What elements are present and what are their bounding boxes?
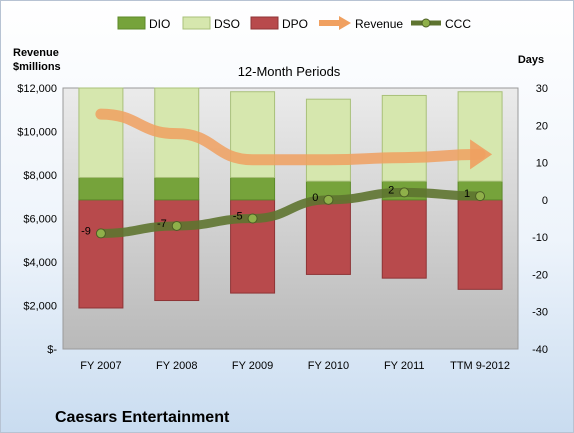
revenue-line (95, 108, 486, 166)
ccc-point (323, 194, 334, 205)
bar-dso (381, 94, 427, 182)
ccc-point (95, 228, 106, 239)
bar-dpo (78, 199, 124, 309)
category-label: TTM 9-2012 (450, 360, 510, 372)
category-label: FY 2011 (384, 360, 425, 372)
right-tick-label: 10 (536, 158, 548, 170)
bar-dio (230, 176, 276, 201)
ccc-series: -9 -7 -5 0 2 1 (81, 184, 486, 239)
left-axis: $- $2,000 $4,000 $6,000 $8,000 $10,000 $12,000 (17, 83, 57, 356)
ccc-point (171, 220, 182, 231)
bar-dpo (381, 199, 427, 279)
legend-label-ccc: CCC (445, 17, 471, 31)
left-axis-title-line2: $millions (13, 61, 61, 73)
legend-arrowhead-revenue (339, 16, 351, 30)
legend-marker-ccc (421, 18, 431, 28)
right-tick-label: 20 (536, 120, 548, 132)
legend-swatch-dso (182, 16, 211, 30)
right-axis: -40 -30 -20 -10 0 10 20 30 (532, 83, 548, 356)
revenue-series (95, 108, 493, 170)
category-label: FY 2010 (308, 360, 349, 372)
legend: DIO DSO DPO Revenue CCC (117, 16, 471, 31)
ccc-data-label: 0 (312, 192, 318, 204)
legend-item-dso: DSO (182, 16, 240, 31)
category-axis: FY 2007 FY 2008 FY 2009 FY 2010 FY 2011 TTM 9… (80, 360, 510, 372)
ccc-data-label: 2 (388, 184, 394, 196)
legend-item-ccc: CCC (411, 17, 471, 31)
company-name: Caesars Entertainment (55, 409, 230, 426)
right-tick-label: -30 (532, 307, 548, 319)
ccc-point (475, 191, 486, 202)
bar-dso (305, 98, 351, 182)
ccc-data-label: -7 (157, 218, 167, 230)
bar-dpo (154, 199, 200, 302)
bar-dpo (457, 199, 503, 290)
legend-label-dpo: DPO (282, 17, 308, 31)
bar-dpo (305, 199, 351, 275)
left-tick-label: $4,000 (23, 257, 57, 269)
right-axis-title: Days (518, 54, 544, 66)
legend-label-dso: DSO (214, 17, 240, 31)
ccc-data-label: -5 (233, 211, 243, 223)
plot-area (62, 87, 519, 350)
category-label: FY 2008 (156, 360, 197, 372)
legend-label-dio: DIO (149, 17, 170, 31)
legend-label-revenue: Revenue (355, 17, 403, 31)
left-tick-label: $2,000 (23, 301, 57, 313)
category-label: FY 2007 (80, 360, 121, 372)
right-tick-label: 0 (542, 195, 548, 207)
ccc-data-label: -9 (81, 225, 91, 237)
legend-swatch-dio (117, 16, 146, 30)
left-axis-title-line1: Revenue (13, 47, 59, 59)
right-tick-label: -40 (532, 344, 548, 356)
bar-series (78, 87, 503, 309)
ccc-point (247, 213, 258, 224)
category-label: FY 2009 (232, 360, 273, 372)
right-tick-label: -20 (532, 269, 548, 281)
legend-item-revenue: Revenue (319, 16, 403, 31)
left-tick-label: $- (47, 344, 57, 356)
bar-dso (457, 91, 503, 182)
bar-dio (154, 176, 200, 201)
bar-dio (78, 176, 124, 201)
ccc-point (399, 187, 410, 198)
legend-item-dpo: DPO (250, 16, 308, 31)
right-tick-label: -10 (532, 232, 548, 244)
legend-item-dio: DIO (117, 16, 170, 31)
revenue-arrowhead (470, 139, 493, 170)
right-tick-label: 30 (536, 83, 548, 95)
ccc-data-label: 1 (464, 188, 470, 200)
bar-dso (78, 87, 124, 178)
left-tick-label: $12,000 (17, 83, 57, 95)
left-tick-label: $10,000 (17, 127, 57, 139)
chart-title: 12-Month Periods (238, 64, 341, 79)
left-tick-label: $8,000 (23, 170, 57, 182)
legend-swatch-dpo (250, 16, 279, 30)
left-tick-label: $6,000 (23, 214, 57, 226)
